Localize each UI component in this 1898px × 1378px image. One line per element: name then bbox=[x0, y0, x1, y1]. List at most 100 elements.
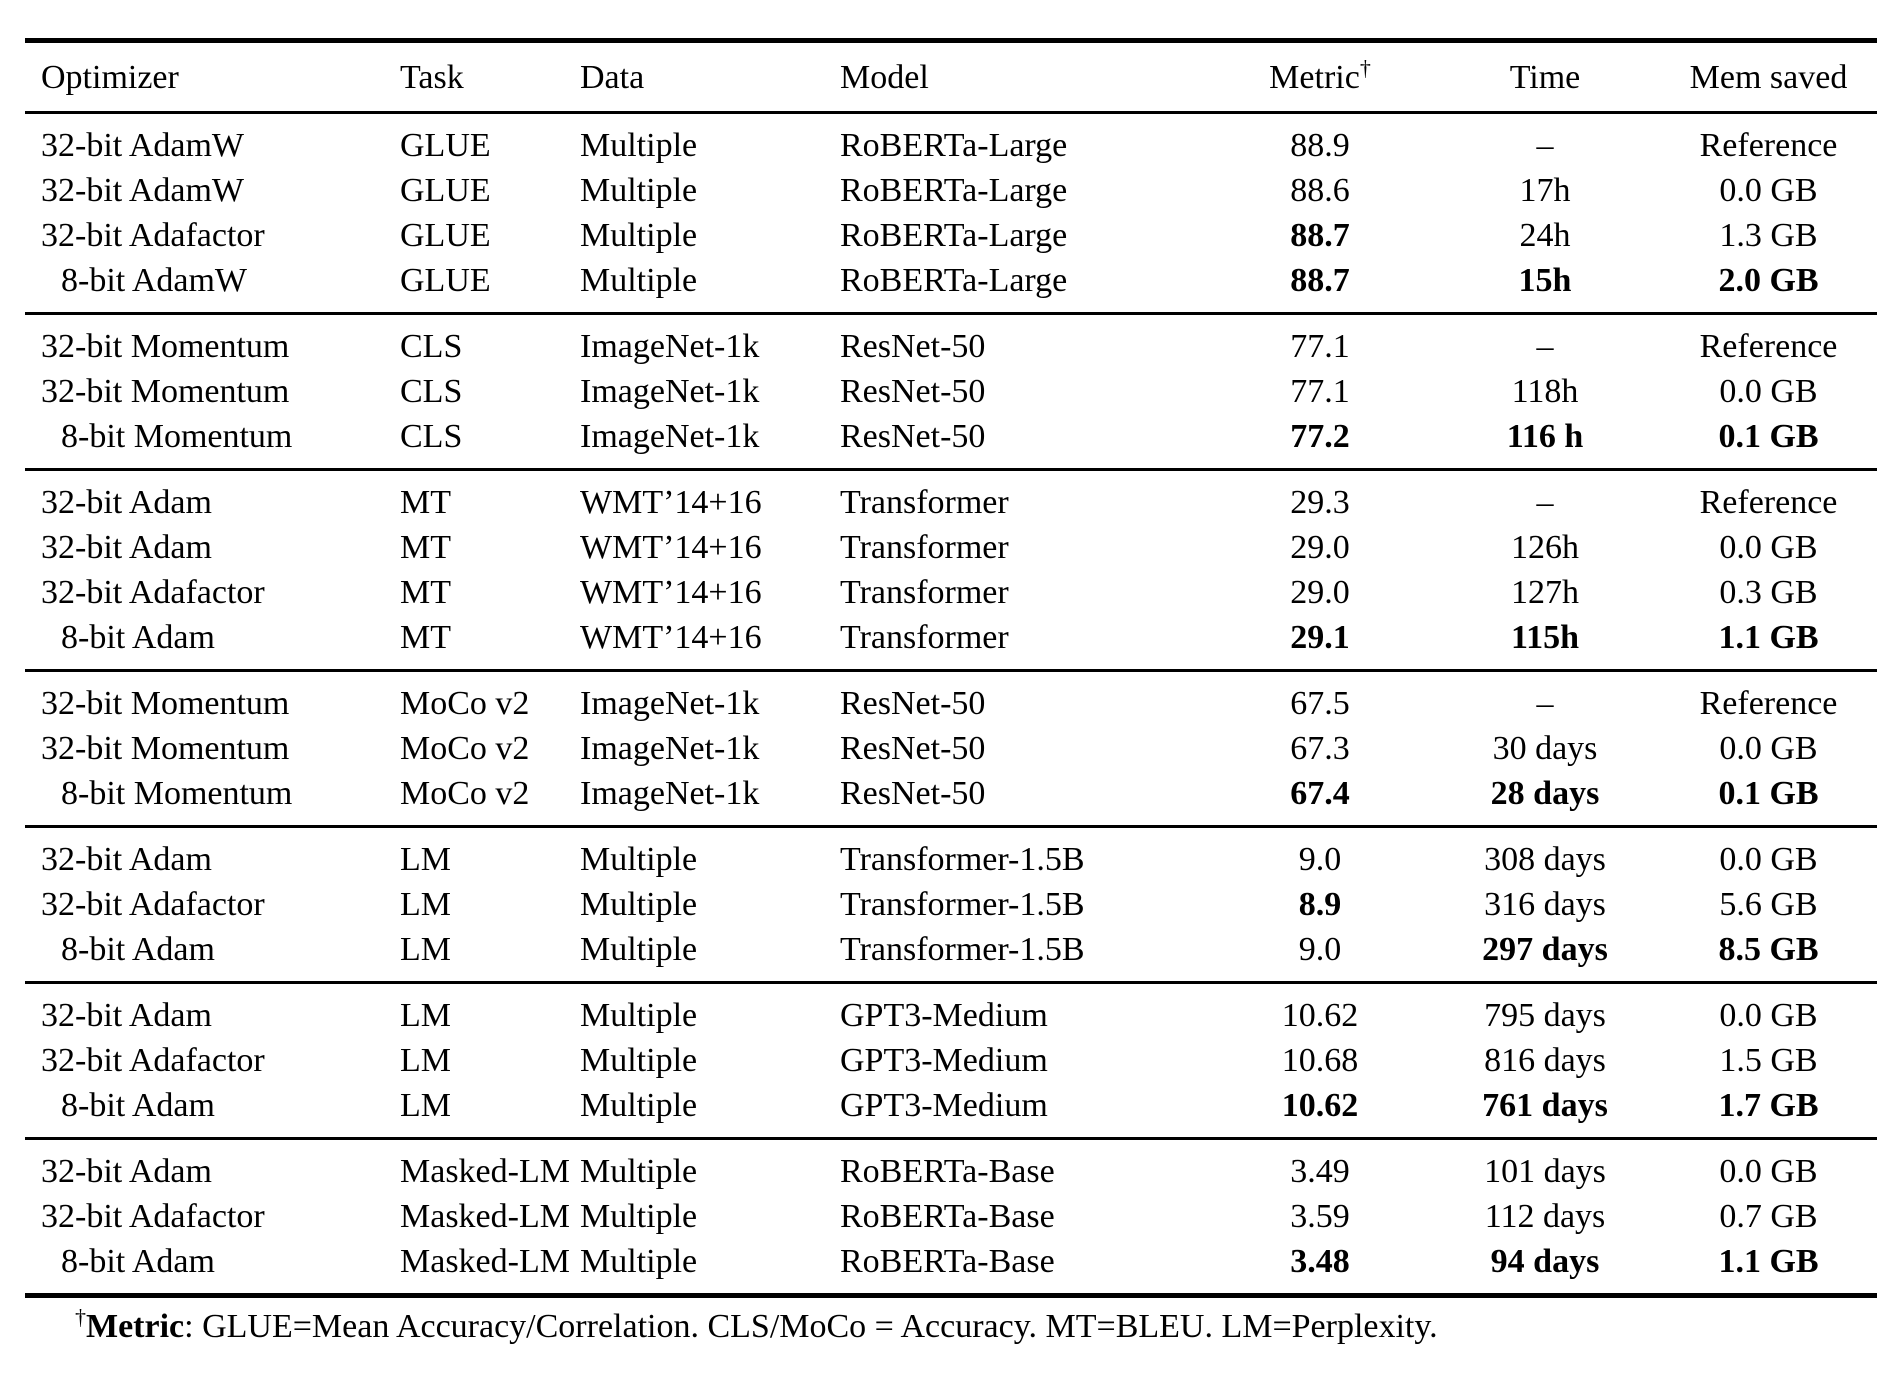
cell-time: – bbox=[1536, 127, 1554, 164]
cell-metric: 88.6 bbox=[1290, 172, 1350, 209]
table-row: 32-bit Adam MT WMT’14+16 Transformer 29.0 126… bbox=[25, 525, 1877, 570]
cell-mem_saved: 0.7 GB bbox=[1719, 1198, 1818, 1235]
cell-metric: 3.59 bbox=[1290, 1198, 1350, 1235]
cell-optimizer: 32-bit AdamW bbox=[41, 172, 245, 209]
cell-optimizer: 32-bit Momentum bbox=[41, 730, 290, 767]
cell-data: Multiple bbox=[580, 1243, 698, 1280]
cell-data: ImageNet-1k bbox=[580, 373, 760, 410]
cell-data: Multiple bbox=[580, 1042, 698, 1079]
cell-mem_saved: 0.0 GB bbox=[1719, 730, 1818, 767]
cell-mem_saved: Reference bbox=[1660, 312, 1877, 369]
header-time-label: Time bbox=[1509, 59, 1581, 96]
cell-optimizer: 8-bit Adam bbox=[61, 931, 215, 968]
cell-data: Multiple bbox=[580, 886, 698, 923]
cell-data: Multiple bbox=[580, 172, 698, 209]
cell-mem_saved: Reference bbox=[1660, 669, 1877, 726]
table-row: 32-bit Momentum MoCo v2 ImageNet-1k ResNet-… bbox=[25, 669, 1877, 726]
cell-task: MT bbox=[400, 619, 451, 656]
cell-data: Multiple bbox=[580, 127, 698, 164]
cell-time: – bbox=[1430, 669, 1660, 726]
cell-metric: 67.4 bbox=[1290, 775, 1350, 812]
cell-optimizer: 32-bit Momentum bbox=[25, 669, 400, 726]
cell-mem_saved: 5.6 GB bbox=[1719, 886, 1818, 923]
cell-model: ResNet-50 bbox=[840, 312, 1210, 369]
cell-model: RoBERTa-Large bbox=[840, 217, 1068, 254]
cell-mem_saved: 8.5 GB bbox=[1718, 931, 1819, 968]
table-row: 32-bit Adafactor LM Multiple GPT3-Medium 10.… bbox=[25, 1038, 1877, 1083]
cell-optimizer: 32-bit Adam bbox=[25, 825, 400, 882]
cell-task: MT bbox=[400, 468, 580, 525]
cell-model: ResNet-50 bbox=[840, 418, 986, 455]
results-table: Optimizer Task Data Model Metric† Time M… bbox=[25, 38, 1877, 1298]
cell-time: 94 days bbox=[1490, 1243, 1600, 1280]
table-row: 8-bit Adam LM Multiple Transformer-1.5B 9.0 2… bbox=[25, 927, 1877, 983]
cell-task: LM bbox=[400, 931, 451, 968]
cell-data: ImageNet-1k bbox=[580, 669, 840, 726]
cell-metric: 88.7 bbox=[1290, 217, 1350, 254]
cell-model: GPT3-Medium bbox=[840, 981, 1210, 1038]
table-row: 32-bit Adafactor Masked-LM Multiple RoBERTa… bbox=[25, 1194, 1877, 1239]
cell-mem_saved: 0.1 GB bbox=[1718, 775, 1819, 812]
cell-model: Transformer bbox=[840, 574, 1009, 611]
header-mem-saved-label: Mem saved bbox=[1689, 59, 1848, 96]
header-mem-saved: Mem saved bbox=[1660, 38, 1877, 114]
cell-time: 15h bbox=[1518, 262, 1572, 299]
cell-time: 316 days bbox=[1484, 886, 1606, 923]
cell-metric: 88.7 bbox=[1290, 262, 1350, 299]
cell-optimizer: 32-bit Adafactor bbox=[41, 574, 265, 611]
cell-data: Multiple bbox=[580, 1198, 698, 1235]
cell-data: Multiple bbox=[580, 1137, 840, 1194]
cell-time: 116 h bbox=[1506, 418, 1584, 455]
cell-data: WMT’14+16 bbox=[580, 619, 762, 656]
cell-optimizer: 32-bit Adam bbox=[25, 1137, 400, 1194]
cell-time: 101 days bbox=[1430, 1137, 1660, 1194]
cell-task: LM bbox=[400, 1042, 451, 1079]
cell-time: 308 days bbox=[1430, 825, 1660, 882]
header-model: Model bbox=[840, 38, 1210, 114]
cell-model: RoBERTa-Base bbox=[840, 1198, 1055, 1235]
cell-data: ImageNet-1k bbox=[580, 730, 760, 767]
cell-task: CLS bbox=[400, 312, 580, 369]
cell-time: 24h bbox=[1519, 217, 1571, 254]
cell-model: Transformer bbox=[840, 529, 1009, 566]
table-row: 8-bit Momentum MoCo v2 ImageNet-1k ResNet-5… bbox=[25, 771, 1877, 827]
cell-data: ImageNet-1k bbox=[580, 775, 760, 812]
cell-model: Transformer bbox=[840, 468, 1210, 525]
cell-data: Multiple bbox=[580, 981, 840, 1038]
cell-metric: 77.1 bbox=[1210, 312, 1430, 369]
cell-mem_saved: 0.0 GB bbox=[1719, 529, 1818, 566]
cell-metric: 3.49 bbox=[1210, 1137, 1430, 1194]
cell-model: Transformer-1.5B bbox=[840, 931, 1085, 968]
cell-mem_saved: 1.7 GB bbox=[1718, 1087, 1819, 1124]
cell-time: 297 days bbox=[1482, 931, 1608, 968]
cell-model: ResNet-50 bbox=[840, 730, 986, 767]
cell-model: RoBERTa-Base bbox=[840, 1137, 1210, 1194]
cell-model: GPT3-Medium bbox=[840, 1087, 1048, 1124]
cell-optimizer: 32-bit Adafactor bbox=[41, 1198, 265, 1235]
table-row: 32-bit Momentum MoCo v2 ImageNet-1k ResNet-… bbox=[25, 726, 1877, 771]
cell-metric: 67.3 bbox=[1290, 730, 1350, 767]
cell-task: Masked-LM bbox=[400, 1198, 570, 1235]
table-group: 32-bit Adam MT WMT’14+16 Transformer 29.3– Re… bbox=[25, 468, 1877, 671]
header-data-label: Data bbox=[580, 59, 645, 96]
table-row: 8-bit Adam Masked-LM Multiple RoBERTa-Base 3… bbox=[25, 1239, 1877, 1296]
cell-metric: 10.62 bbox=[1281, 1087, 1359, 1124]
cell-optimizer: 8-bit Momentum bbox=[61, 418, 293, 455]
table-row: 32-bit Adafactor MT WMT’14+16 Transformer 29… bbox=[25, 570, 1877, 615]
table-row: 32-bit AdamW GLUE Multiple RoBERTa-Large 88.… bbox=[25, 168, 1877, 213]
cell-task: Masked-LM bbox=[400, 1243, 570, 1280]
cell-metric: 77.2 bbox=[1290, 418, 1350, 455]
cell-task: MT bbox=[400, 574, 451, 611]
cell-data: WMT’14+16 bbox=[580, 468, 840, 525]
cell-task: GLUE bbox=[400, 217, 491, 254]
footnote-label: Metric bbox=[86, 1308, 185, 1345]
footnote-dagger-icon: † bbox=[75, 1304, 86, 1330]
cell-model: ResNet-50 bbox=[840, 775, 986, 812]
cell-mem_saved: 0.0 GB bbox=[1660, 825, 1877, 882]
cell-optimizer: 32-bit AdamW bbox=[41, 127, 245, 164]
cell-task: GLUE bbox=[400, 127, 491, 164]
cell-optimizer: 32-bit Adafactor bbox=[41, 217, 265, 254]
cell-mem_saved: 0.0 GB bbox=[1719, 373, 1818, 410]
cell-mem_saved: 1.3 GB bbox=[1719, 217, 1818, 254]
cell-time: 761 days bbox=[1482, 1087, 1608, 1124]
